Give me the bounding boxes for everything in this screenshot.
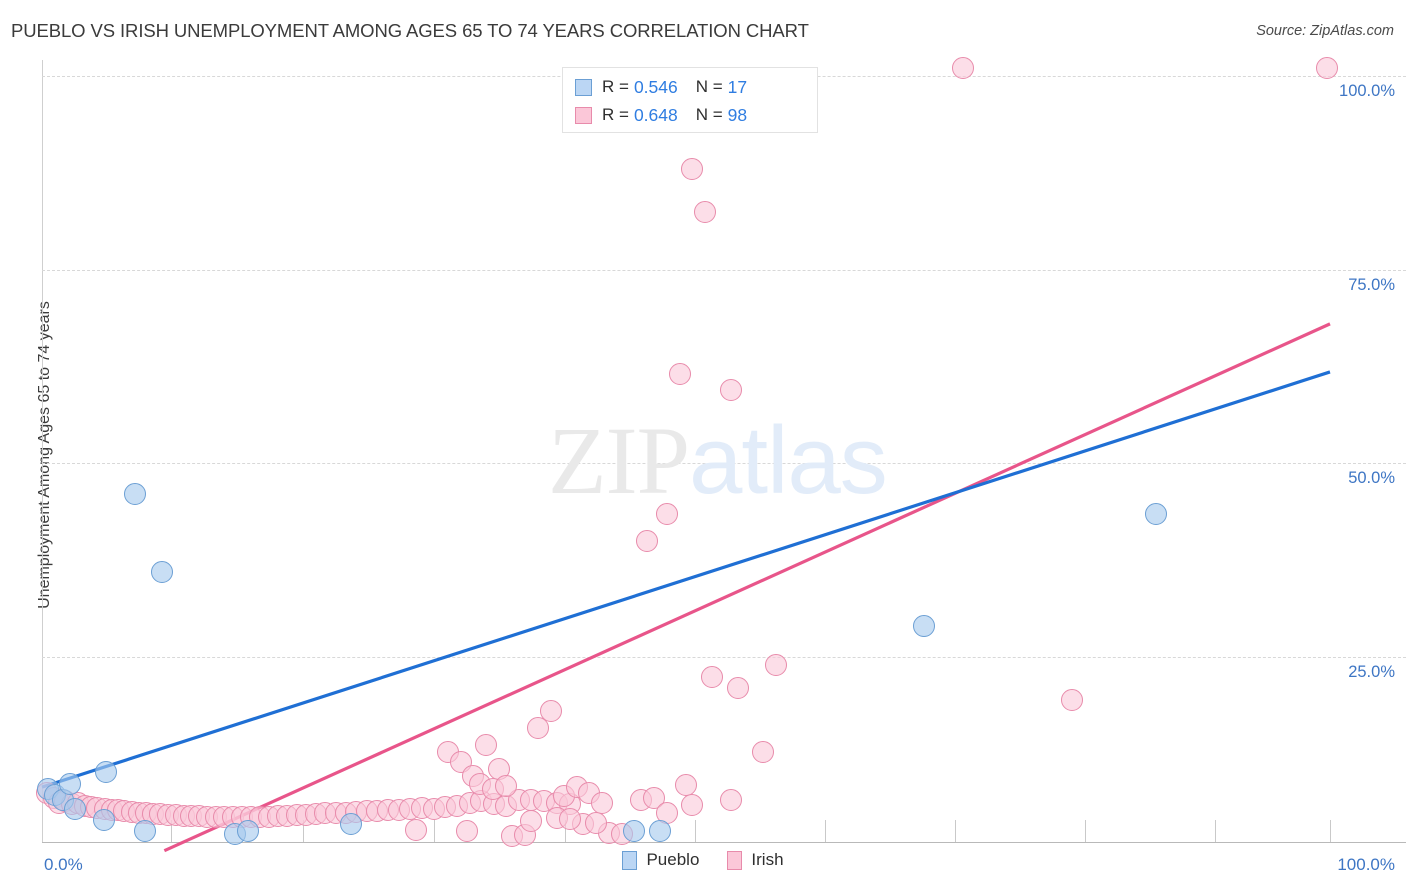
scatter-point-irish[interactable] <box>559 807 582 830</box>
legend-item-irish[interactable]: Irish <box>727 850 784 870</box>
page-title: PUEBLO VS IRISH UNEMPLOYMENT AMONG AGES … <box>11 20 809 41</box>
y-tick-label: 75.0% <box>1348 275 1395 294</box>
scatter-point-pueblo[interactable] <box>123 483 146 506</box>
pueblo-trendline <box>41 370 1331 789</box>
legend-swatch-icon <box>727 850 743 870</box>
legend-swatch-icon <box>622 850 638 870</box>
n-label: N = <box>695 77 723 96</box>
scatter-point-irish[interactable] <box>1316 57 1339 80</box>
y-tick-label: 25.0% <box>1348 663 1395 681</box>
scatter-point-pueblo[interactable] <box>237 820 260 843</box>
x-axis-tick <box>1215 820 1217 842</box>
scatter-point-irish[interactable] <box>404 818 427 841</box>
legend-swatch-icon <box>575 106 592 124</box>
scatter-point-irish[interactable] <box>765 653 788 676</box>
x-axis-tick <box>564 820 566 842</box>
n-value: 17 <box>727 76 748 97</box>
r-label: R = <box>602 105 629 124</box>
scatter-point-pueblo[interactable] <box>59 773 82 796</box>
n-value: 98 <box>727 104 748 125</box>
scatter-point-irish[interactable] <box>726 676 749 699</box>
x-axis-tick <box>1330 820 1331 842</box>
x-axis-line <box>42 842 1406 843</box>
series-legend: Pueblo Irish <box>0 850 1406 870</box>
scatter-point-irish[interactable] <box>591 791 614 814</box>
scatter-point-pueblo[interactable] <box>649 819 672 842</box>
n-label: N = <box>695 105 723 124</box>
scatter-point-irish[interactable] <box>681 793 704 816</box>
legend-item-label: Pueblo <box>646 850 700 869</box>
legend-item-pueblo[interactable]: Pueblo <box>622 850 699 870</box>
stat-row-irish: R = 0.648 N = 98 <box>575 101 807 129</box>
x-axis-tick <box>695 820 697 842</box>
scatter-point-irish[interactable] <box>752 740 775 763</box>
scatter-point-irish[interactable] <box>475 734 498 757</box>
x-axis-max-label: 100.0% <box>1337 855 1395 874</box>
scatter-point-irish[interactable] <box>520 810 543 833</box>
scatter-point-irish[interactable] <box>1061 688 1084 711</box>
scatter-point-pueblo[interactable] <box>95 761 118 784</box>
scatter-point-pueblo[interactable] <box>1145 502 1168 525</box>
scatter-point-irish[interactable] <box>526 717 549 740</box>
x-axis-tick <box>1085 820 1087 842</box>
r-value: 0.648 <box>633 104 678 125</box>
scatter-point-irish[interactable] <box>694 200 717 223</box>
x-axis-tick <box>955 820 957 842</box>
scatter-point-irish[interactable] <box>584 811 607 834</box>
gridline-750 <box>42 269 1406 271</box>
source-label: Source: ZipAtlas.com <box>1256 23 1394 39</box>
scatter-point-irish[interactable] <box>951 57 974 80</box>
correlation-stats-legend: R = 0.546 N = 17 R = 0.648 N = 98 <box>562 67 818 133</box>
legend-item-label: Irish <box>751 850 784 869</box>
scatter-point-irish[interactable] <box>681 157 704 180</box>
scatter-point-irish[interactable] <box>456 819 479 842</box>
r-value: 0.546 <box>633 76 678 97</box>
scatter-point-irish[interactable] <box>655 502 678 525</box>
scatter-point-irish[interactable] <box>636 529 659 552</box>
irish-trendline <box>163 322 1331 853</box>
scatter-point-pueblo[interactable] <box>134 819 157 842</box>
scatter-point-irish[interactable] <box>539 700 562 723</box>
scatter-point-irish[interactable] <box>720 789 743 812</box>
scatter-point-irish[interactable] <box>494 774 517 797</box>
y-axis-line <box>42 60 43 843</box>
scatter-point-irish[interactable] <box>700 666 723 689</box>
scatter-point-pueblo[interactable] <box>623 819 646 842</box>
scatter-point-irish[interactable] <box>720 378 743 401</box>
r-label: R = <box>602 77 629 96</box>
x-axis-tick <box>433 820 435 842</box>
y-tick-label: 50.0% <box>1348 469 1395 488</box>
gridline-500 <box>42 463 1406 465</box>
scatter-point-irish[interactable] <box>668 363 691 386</box>
scatter-point-pueblo[interactable] <box>150 560 173 583</box>
x-axis-min-label: 0.0% <box>44 855 83 874</box>
x-axis-tick <box>170 820 172 842</box>
scatter-point-pueblo[interactable] <box>92 808 115 831</box>
scatter-point-pueblo[interactable] <box>913 615 936 637</box>
gridline-250 <box>42 657 1406 658</box>
y-tick-label: 100.0% <box>1339 82 1395 100</box>
x-axis-tick <box>303 820 305 842</box>
stat-row-pueblo: R = 0.546 N = 17 <box>575 73 807 101</box>
legend-swatch-icon <box>575 78 592 96</box>
x-axis-tick <box>825 820 827 842</box>
scatter-point-irish[interactable] <box>675 773 697 796</box>
scatter-point-pueblo[interactable] <box>340 813 363 836</box>
scatter-point-pueblo[interactable] <box>64 797 87 820</box>
